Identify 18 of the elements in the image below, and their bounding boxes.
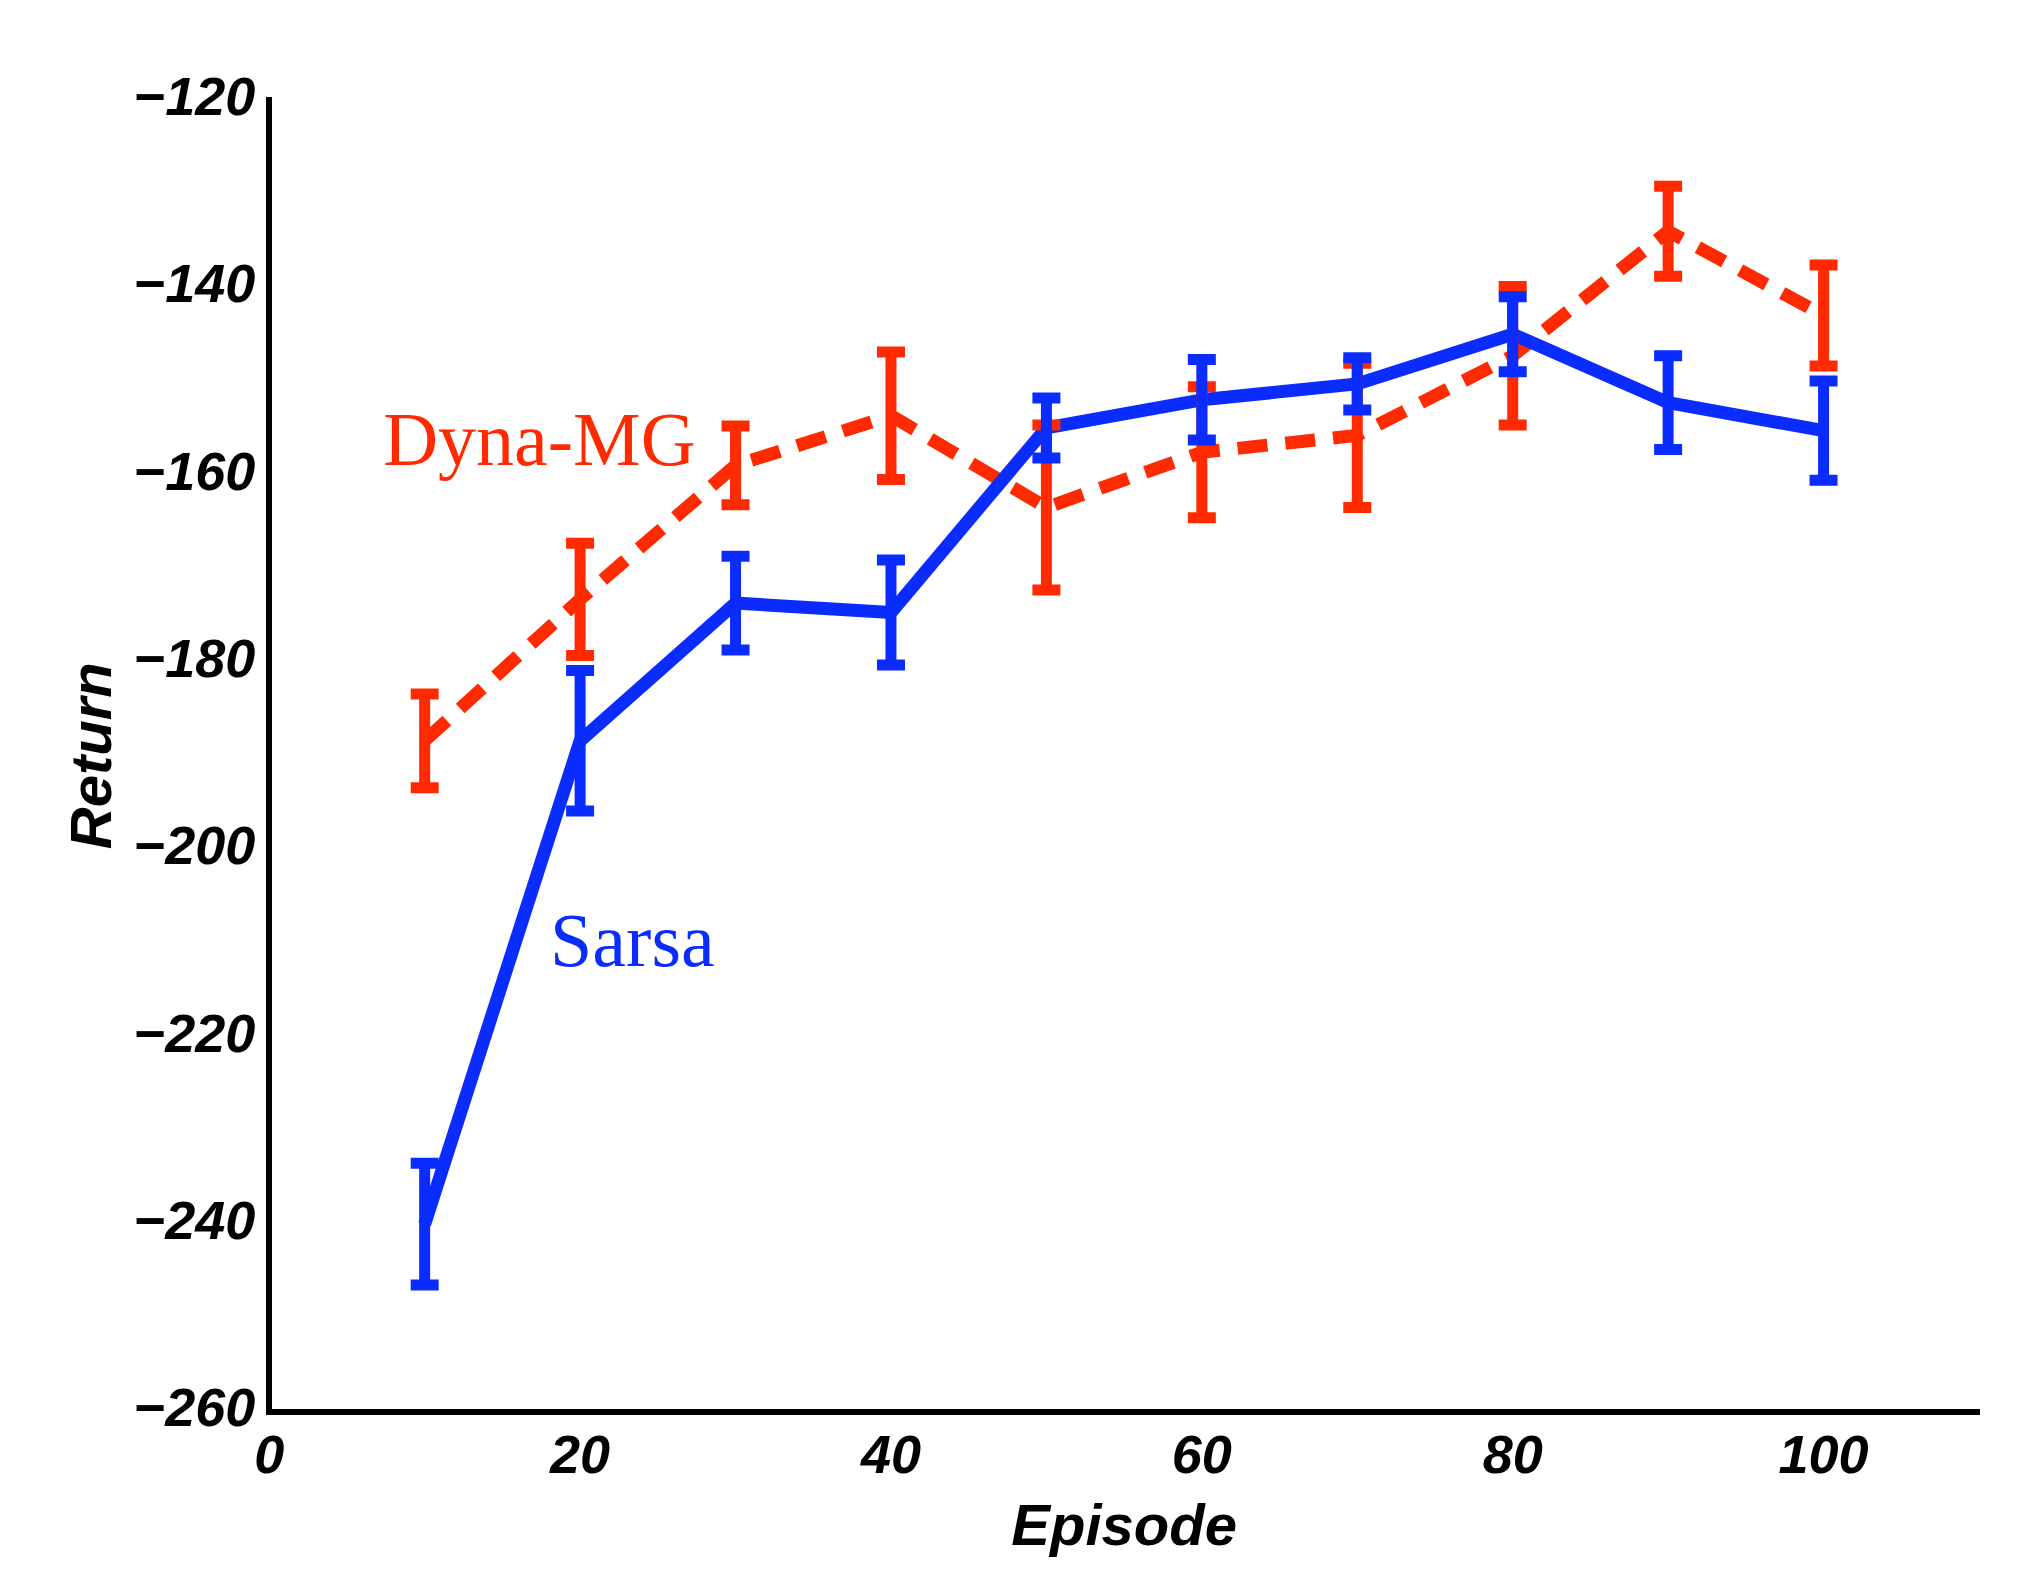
y-tick-label: −160	[133, 440, 256, 501]
y-tick-label: −260	[133, 1377, 256, 1438]
y-tick-label: −140	[133, 253, 256, 314]
x-tick-label: 60	[1171, 1423, 1232, 1484]
y-tick-label: −200	[133, 815, 256, 876]
x-tick-label: 20	[549, 1423, 611, 1484]
series-label: Dyna-MG	[383, 397, 696, 482]
y-axis-title: Return	[57, 662, 123, 850]
x-tick-label: 40	[859, 1423, 921, 1484]
y-tick-label: −240	[133, 1190, 256, 1251]
y-tick-label: −180	[133, 628, 256, 688]
y-tick-label: −220	[133, 1002, 256, 1063]
x-tick-label: 0	[254, 1423, 285, 1484]
series-label: Sarsa	[550, 897, 715, 982]
x-tick-label: 80	[1482, 1423, 1543, 1484]
x-axis-title: Episode	[1011, 1492, 1237, 1558]
y-tick-label: −120	[133, 65, 256, 126]
x-tick-label: 100	[1778, 1423, 1869, 1484]
